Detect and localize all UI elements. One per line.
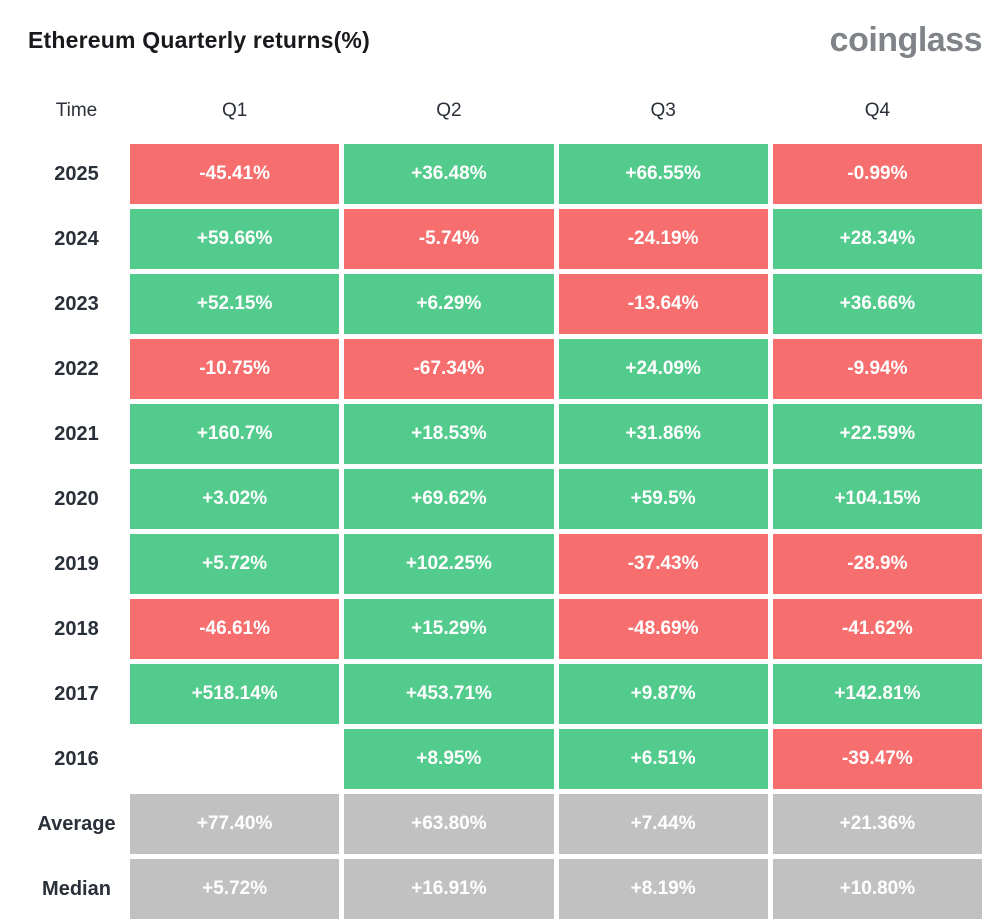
column-header-q4: Q4 — [864, 100, 891, 121]
table-row: 2017 +518.14% +453.71% +9.87% +142.81% — [28, 664, 982, 724]
return-cell: +15.29% — [344, 599, 554, 659]
return-cell: +66.55% — [558, 144, 768, 204]
table-row: 2021 +160.7% +18.53% +31.86% +22.59% — [28, 404, 982, 464]
table-row: 2025 -45.41% +36.48% +66.55% -0.99% — [28, 144, 982, 204]
return-cell: +7.44% — [558, 794, 768, 854]
row-label: Median — [42, 877, 111, 900]
return-cell: +8.19% — [558, 859, 768, 919]
return-cell: +28.34% — [772, 209, 982, 269]
table-row: 2022 -10.75% -67.34% +24.09% -9.94% — [28, 339, 982, 399]
table-row: Average +77.40% +63.80% +7.44% +21.36% — [28, 794, 982, 854]
return-cell: -45.41% — [130, 144, 340, 204]
return-cell: +24.09% — [558, 339, 768, 399]
page-title: Ethereum Quarterly returns(%) — [28, 26, 370, 53]
row-label: 2025 — [54, 162, 99, 185]
row-label: Average — [37, 812, 116, 835]
table-row: 2024 +59.66% -5.74% -24.19% +28.34% — [28, 209, 982, 269]
return-cell: +36.48% — [344, 144, 554, 204]
row-label: 2020 — [54, 487, 99, 510]
return-cell: +6.51% — [558, 729, 768, 789]
return-cell: +77.40% — [130, 794, 340, 854]
return-cell: +5.72% — [130, 859, 340, 919]
table-row: 2019 +5.72% +102.25% -37.43% -28.9% — [28, 534, 982, 594]
return-cell: -48.69% — [558, 599, 768, 659]
table-row: Median +5.72% +16.91% +8.19% +10.80% — [28, 859, 982, 919]
table-row: 2020 +3.02% +69.62% +59.5% +104.15% — [28, 469, 982, 529]
return-cell: -41.62% — [772, 599, 982, 659]
row-label: 2018 — [54, 617, 99, 640]
row-label: 2016 — [54, 747, 99, 770]
return-cell: +160.7% — [130, 404, 340, 464]
return-cell: +52.15% — [130, 274, 340, 334]
return-cell: +8.95% — [344, 729, 554, 789]
return-cell: +9.87% — [558, 664, 768, 724]
coinglass-logo: coinglass — [829, 20, 983, 59]
return-cell: +18.53% — [344, 404, 554, 464]
return-cell: +6.29% — [344, 274, 554, 334]
return-cell: +63.80% — [344, 794, 554, 854]
row-label: 2023 — [54, 292, 99, 315]
return-cell: -46.61% — [130, 599, 340, 659]
return-cell: +59.5% — [558, 469, 768, 529]
return-cell: -13.64% — [558, 274, 768, 334]
return-cell: -28.9% — [772, 534, 982, 594]
row-label: 2021 — [54, 422, 99, 445]
return-cell: -9.94% — [772, 339, 982, 399]
table-row: 2018 -46.61% +15.29% -48.69% -41.62% — [28, 599, 982, 659]
return-cell — [130, 729, 339, 789]
row-label: 2017 — [54, 682, 99, 705]
column-header-q1: Q1 — [221, 100, 248, 121]
return-cell: +36.66% — [772, 274, 982, 334]
row-label: 2024 — [54, 227, 99, 250]
return-cell: -24.19% — [558, 209, 768, 269]
return-cell: +31.86% — [558, 404, 768, 464]
return-cell: +22.59% — [772, 404, 982, 464]
return-cell: +21.36% — [772, 794, 982, 854]
return-cell: -0.99% — [772, 144, 982, 204]
return-cell: -67.34% — [344, 339, 554, 399]
return-cell: +5.72% — [130, 534, 340, 594]
column-header-q3: Q3 — [650, 100, 676, 121]
return-cell: -10.75% — [130, 339, 340, 399]
row-label: 2022 — [54, 357, 99, 380]
row-label: 2019 — [54, 552, 99, 575]
return-cell: +69.62% — [344, 469, 554, 529]
return-cell: -39.47% — [772, 729, 982, 789]
table-row: 2023 +52.15% +6.29% -13.64% +36.66% — [28, 274, 982, 334]
return-cell: -37.43% — [558, 534, 768, 594]
return-cell: +59.66% — [130, 209, 340, 269]
return-cell: +16.91% — [344, 859, 554, 919]
column-header-time: Time — [55, 100, 98, 121]
return-cell: +142.81% — [772, 664, 982, 724]
table-row: 2016 +8.95% +6.51% -39.47% — [28, 729, 982, 789]
return-cell: +518.14% — [130, 664, 340, 724]
table-body: 2025 -45.41% +36.48% +66.55% -0.99% 2024 +59.6… — [28, 144, 982, 919]
return-cell: +104.15% — [772, 469, 982, 529]
return-cell: -5.74% — [344, 209, 554, 269]
table-header-row: Time Q1 Q2 Q3 Q4 — [28, 96, 982, 126]
return-cell: +102.25% — [344, 534, 554, 594]
topbar: Ethereum Quarterly returns(%) coinglass — [28, 16, 983, 64]
return-cell: +3.02% — [130, 469, 340, 529]
return-cell: +10.80% — [772, 859, 982, 919]
return-cell: +453.71% — [344, 664, 554, 724]
column-header-q2: Q2 — [436, 100, 462, 121]
